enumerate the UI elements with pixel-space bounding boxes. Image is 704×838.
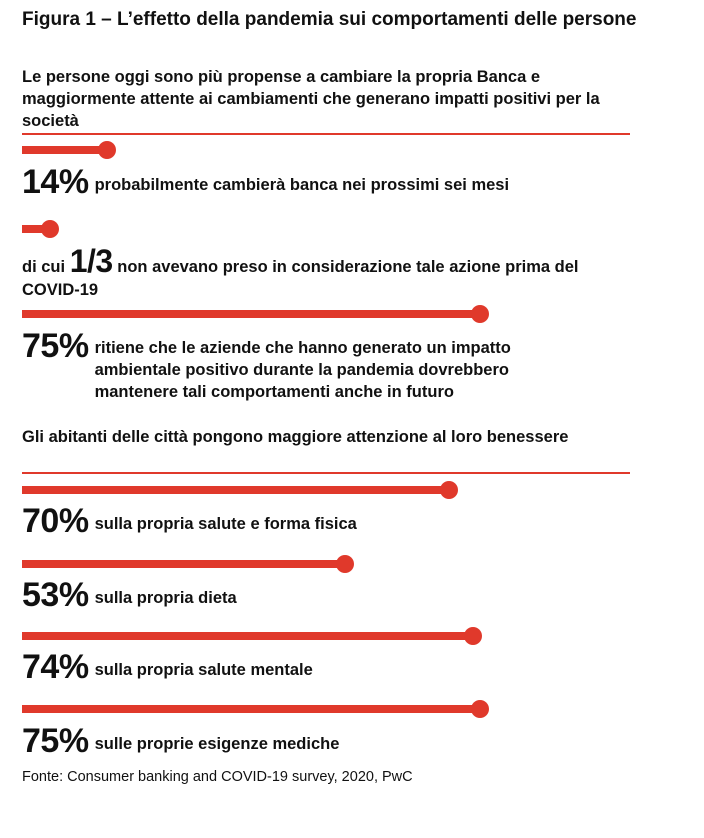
source-note: Fonte: Consumer banking and COVID-19 sur… — [22, 769, 413, 785]
bar-74pct — [22, 632, 474, 640]
stat-value: 75% — [22, 722, 89, 760]
bar-14pct — [22, 146, 108, 154]
stat-row-75pct: 75% ritiene che le aziende che hanno gen… — [22, 329, 582, 403]
stat-value: 53% — [22, 576, 89, 614]
stat-text: ritiene che le aziende che hanno generat… — [94, 339, 511, 401]
section1-divider — [22, 133, 630, 135]
stat-value: 70% — [22, 502, 89, 540]
stat-text: sulle proprie esigenze mediche — [94, 735, 340, 753]
stat-text: sulla propria salute mentale — [94, 661, 313, 679]
bar-70pct — [22, 486, 449, 494]
stat-value: 74% — [22, 648, 89, 686]
bar-53pct-endpoint — [336, 555, 355, 573]
stat-value: 1/3 — [69, 243, 113, 279]
stat-text: non avevano preso in considerazione tale… — [22, 258, 579, 299]
stat-text: sulla propria salute e forma fisica — [94, 515, 357, 533]
bar-70pct-endpoint — [440, 481, 458, 499]
stat-value: 14% — [22, 163, 89, 201]
stat-text: probabilmente cambierà banca nei prossim… — [94, 176, 510, 194]
figure-title: Figura 1 – L’effetto della pandemia sui … — [22, 9, 637, 30]
section2-heading: Gli abitanti delle città pongono maggior… — [22, 428, 569, 446]
bar-75pct-medical-endpoint — [470, 700, 489, 718]
stat-prefix: di cui — [22, 258, 66, 276]
bar-74pct-endpoint — [464, 627, 483, 645]
stat-row-75pct-medical: 75% sulle proprie esigenze mediche — [22, 724, 642, 758]
stat-value: 75% — [22, 327, 89, 365]
stat-row-70pct: 70% sulla propria salute e forma fisica — [22, 504, 642, 538]
bar-75pct — [22, 310, 480, 318]
bar-53pct — [22, 560, 346, 568]
section1-heading: Le persone oggi sono più propense a camb… — [22, 68, 600, 130]
bar-75pct-endpoint — [470, 305, 489, 323]
bar-one-third — [22, 225, 51, 233]
section2-divider — [22, 472, 630, 474]
bar-14pct-endpoint — [98, 141, 117, 159]
stat-row-53pct: 53% sulla propria dieta — [22, 578, 642, 612]
stat-text: sulla propria dieta — [94, 589, 237, 607]
stat-row-74pct: 74% sulla propria salute mentale — [22, 650, 642, 684]
stat-row-one-third: di cui 1/3 non avevano preso in consider… — [22, 244, 622, 302]
stat-row-14pct: 14% probabilmente cambierà banca nei pro… — [22, 165, 642, 199]
bar-75pct-medical — [22, 705, 480, 713]
bar-one-third-endpoint — [41, 220, 60, 238]
